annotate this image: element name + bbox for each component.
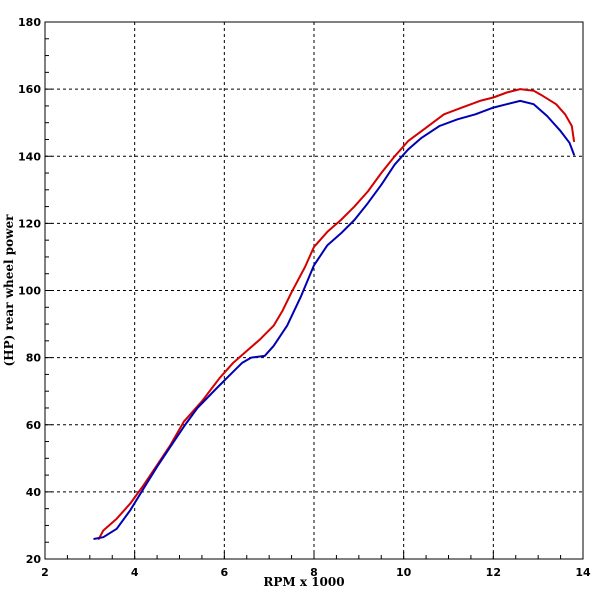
y-tick-label: 80 [26,352,42,365]
series-line-1 [97,88,575,540]
y-tick-label: 160 [18,83,41,96]
y-tick-label: 40 [26,486,42,499]
plot-frame [44,21,584,560]
x-tick-label: 12 [486,566,501,579]
y-tick-label: 120 [18,217,41,230]
x-tick-label: 2 [41,566,49,579]
x-tick-label: 6 [221,566,229,579]
x-tick-label: 14 [575,566,591,579]
x-tick-label: 8 [310,566,318,579]
tick-label-layer: 2 4 6 8 10 12 14 20 40 60 80 100 120 140 160 180 [18,16,591,579]
series-layer [93,88,575,540]
y-tick-label: 180 [18,16,41,29]
series-line-2 [93,99,575,540]
y-axis-title: (HP) rear wheel power [2,214,16,367]
grid-layer [45,22,583,559]
y-tick-label: 100 [18,285,41,298]
x-axis-title: RPM x 1000 [263,575,344,589]
x-tick-label: 10 [396,566,412,579]
x-tick-label: 4 [131,566,139,579]
y-tick-label: 140 [18,150,41,163]
y-tick-label: 20 [26,553,42,566]
y-tick-label: 60 [26,419,42,432]
